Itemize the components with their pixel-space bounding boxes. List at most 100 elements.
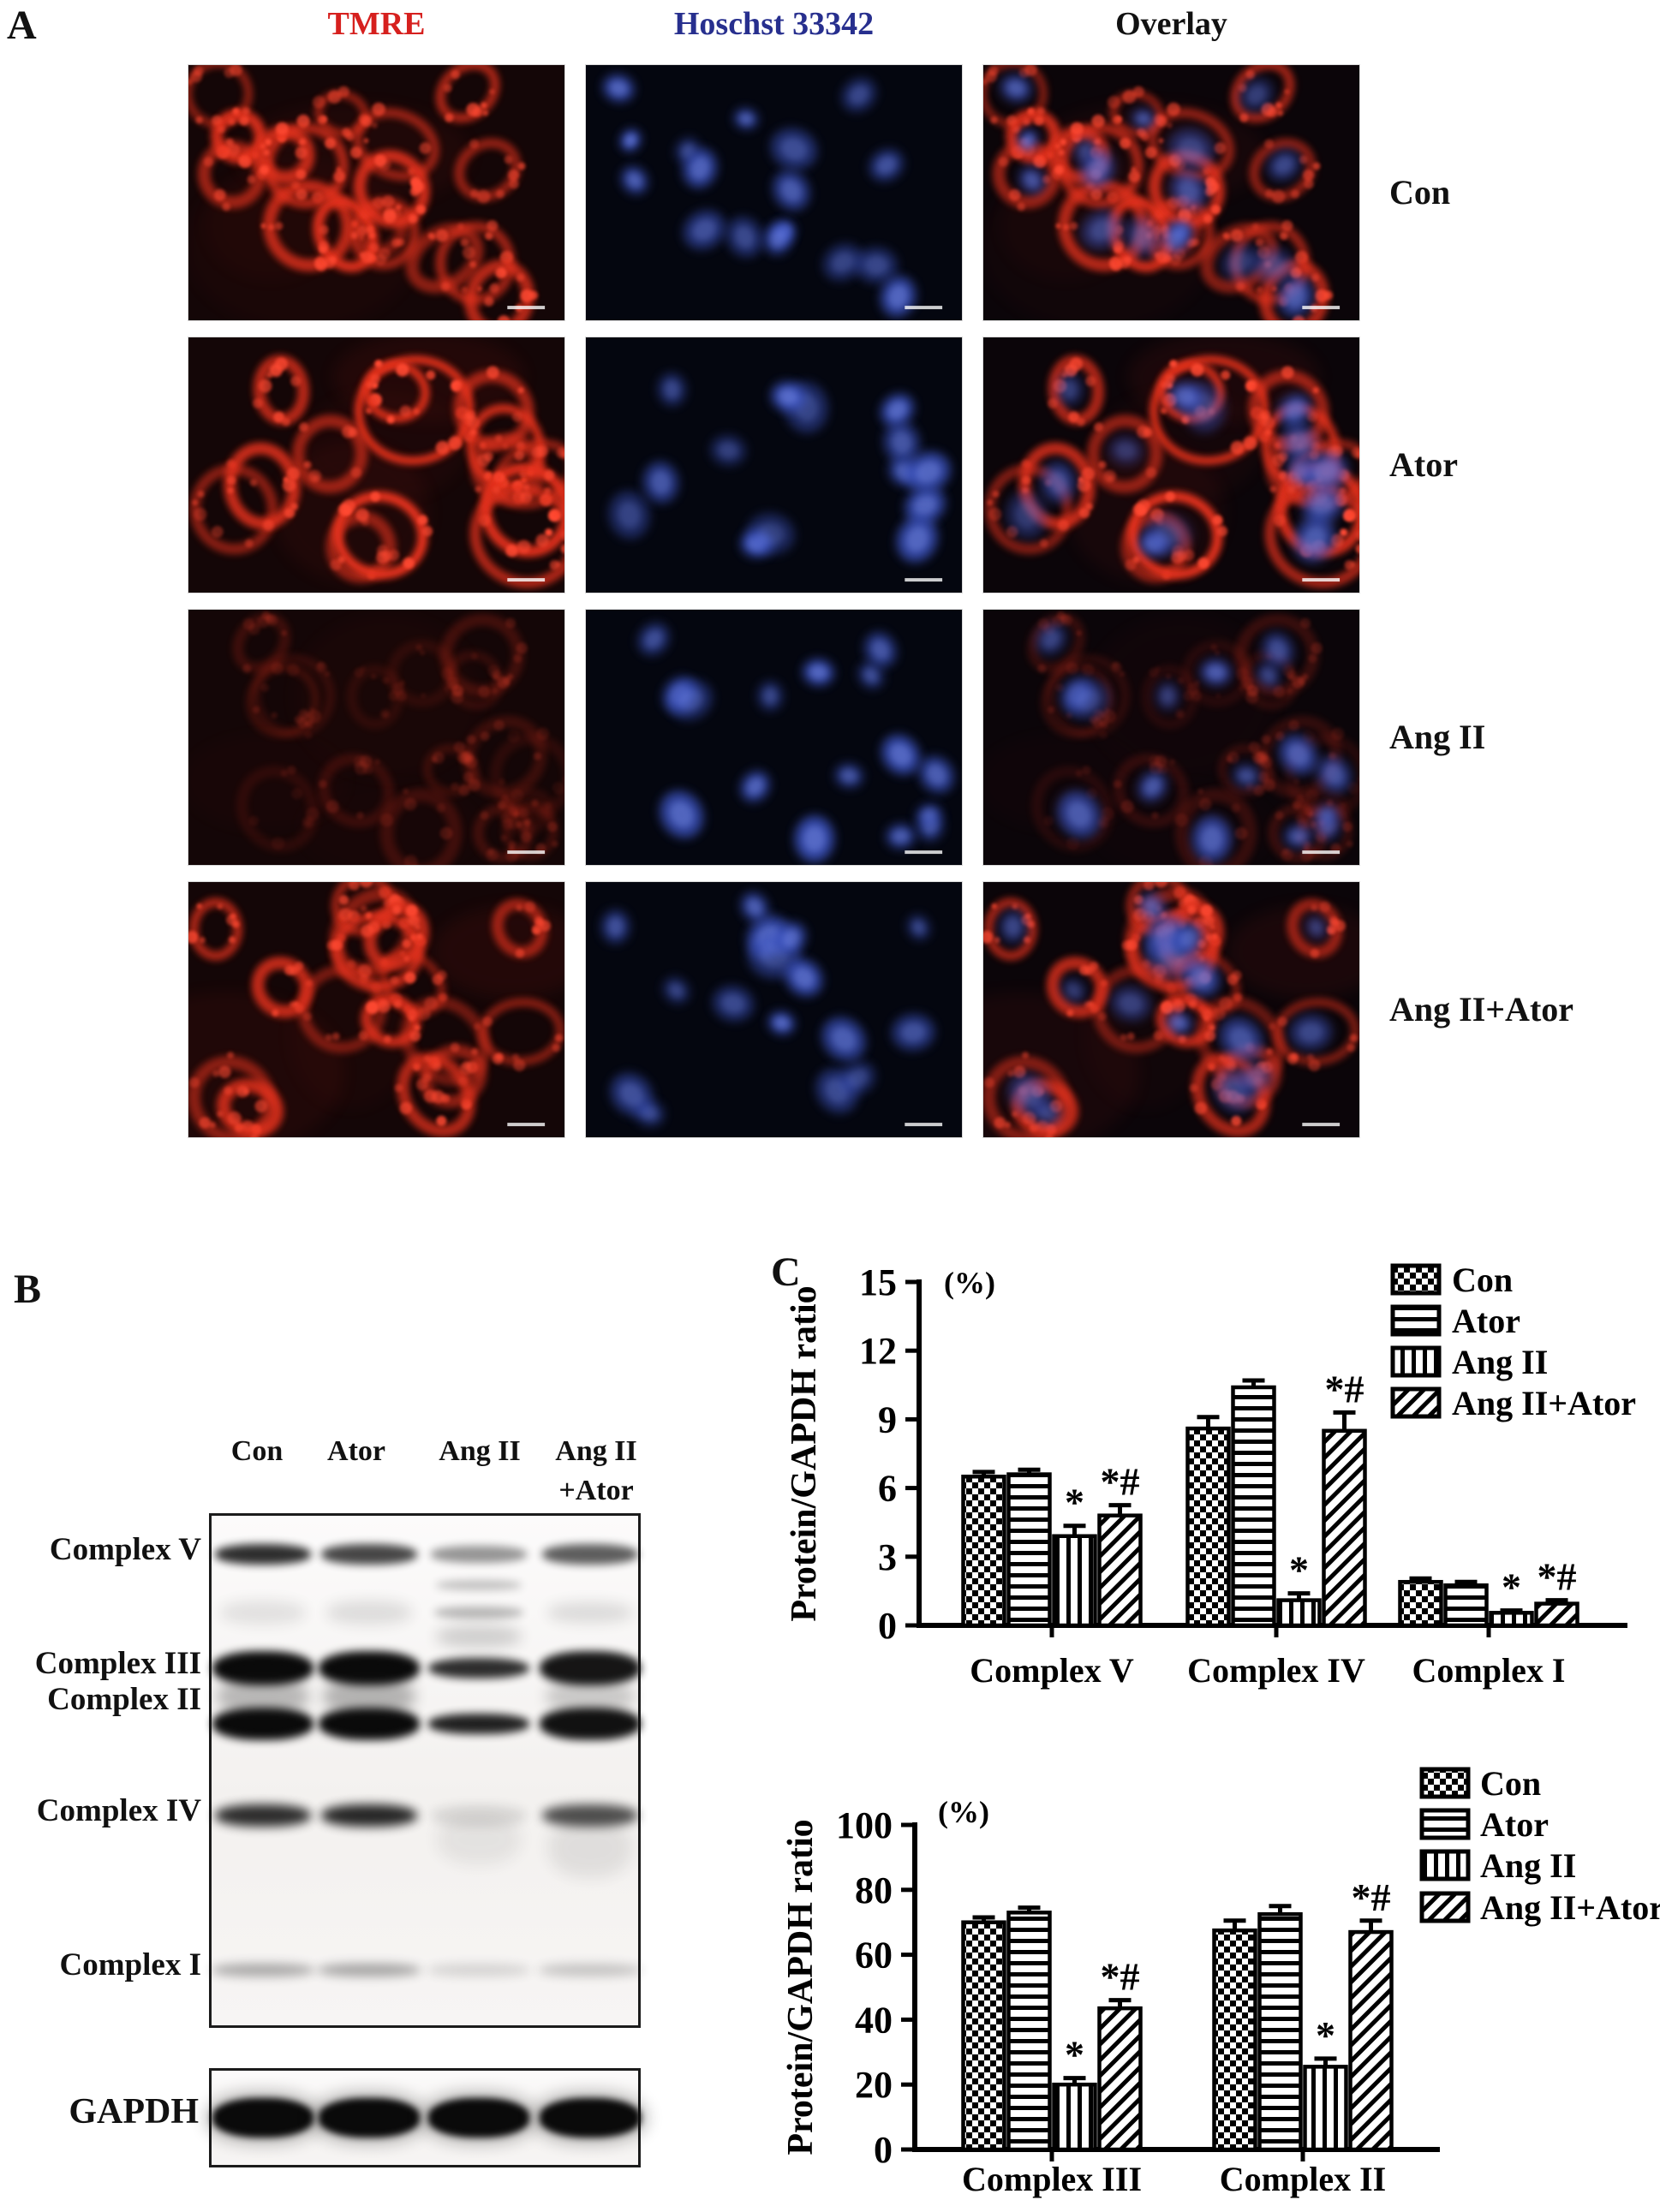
y-tick-label: 15 <box>859 1261 897 1303</box>
unit-label: (%) <box>944 1266 995 1300</box>
western-blot-gapdh <box>206 2068 648 2167</box>
tmre-micrograph <box>188 65 564 320</box>
gapdh-band <box>212 2098 313 2137</box>
protein-band <box>215 1804 311 1827</box>
protein-band <box>321 1804 417 1827</box>
significance-annotation: * <box>1065 1481 1084 1524</box>
column-header-hoechst: Hoschst 33342 <box>673 6 875 42</box>
legend-label: Ang II+Ator <box>1480 1888 1660 1927</box>
bar-chart: 0 20 40 60 80 100 (%) Protein/GAPDH ratio Comple… <box>781 1764 1660 2198</box>
protein-band <box>428 1657 529 1679</box>
significance-annotation: * <box>1502 1565 1521 1609</box>
lane-header: Con <box>230 1435 284 1467</box>
tmre-micrograph <box>188 337 564 593</box>
tmre-micrograph <box>188 882 564 1137</box>
bar-ator <box>1006 1911 1052 2152</box>
row-label: Con <box>1389 173 1451 212</box>
bar-ator <box>1231 1385 1276 1628</box>
hoechst-micrograph <box>586 610 962 865</box>
gapdh-label: GAPDH <box>69 2092 199 2132</box>
significance-annotation: * <box>1316 2013 1335 2057</box>
hoechst-micrograph <box>586 65 962 320</box>
bar-con <box>1212 1928 1257 2152</box>
overlay-micrograph <box>983 610 1359 865</box>
bar-con <box>1398 1579 1443 1628</box>
overlay-micrograph <box>983 337 1359 593</box>
y-tick-label: 0 <box>878 1605 897 1647</box>
protein-band <box>319 1708 420 1740</box>
y-axis-title: Protein/GAPDH ratio <box>781 1819 821 2155</box>
bar-chart-upper: 0 3 6 9 12 15 (%) Protein/GAPDH ratio Complex V *… <box>762 1225 1660 1717</box>
protein-band <box>540 1651 641 1685</box>
protein-band <box>542 1804 638 1827</box>
legend-label: Ator <box>1480 1805 1549 1844</box>
unit-label: (%) <box>938 1795 989 1829</box>
protein-band <box>436 1580 522 1590</box>
protein-band <box>212 1708 313 1740</box>
y-tick-label: 80 <box>855 1869 893 1911</box>
protein-band <box>539 1963 642 1976</box>
y-tick-label: 9 <box>878 1398 897 1440</box>
micrograph-hoechst-ator <box>585 337 963 593</box>
overlay-micrograph <box>983 882 1359 1137</box>
bar-ator <box>1443 1583 1489 1628</box>
legend-label: Ang II <box>1480 1846 1576 1885</box>
bar-chart-lower: 0 20 40 60 80 100 (%) Protein/GAPDH ratio Comple… <box>762 1713 1660 2212</box>
protein-band <box>215 1544 311 1565</box>
y-tick-label: 40 <box>855 1999 893 2041</box>
gapdh-band <box>540 2098 641 2137</box>
protein-band <box>323 1678 415 1715</box>
panel-c-label: C <box>771 1249 801 1295</box>
band-label: Complex V <box>49 1532 201 1567</box>
y-tick-label: 3 <box>878 1536 897 1578</box>
band-label: Complex III <box>34 1646 201 1681</box>
scale-bar <box>905 1123 943 1127</box>
protein-band <box>428 1714 529 1734</box>
scale-bar <box>507 850 546 855</box>
micrograph-tmre-ang-ii <box>188 609 565 866</box>
scale-bar <box>1302 850 1341 855</box>
legend-label: Con <box>1452 1261 1513 1299</box>
y-axis-title: Protein/GAPDH ratio <box>785 1285 824 1621</box>
protein-band <box>319 1651 420 1685</box>
micrograph-overlay-ang-ii-ator <box>982 881 1360 1138</box>
bar-ang-ii-ator <box>1348 1929 1394 2152</box>
protein-band <box>326 1601 412 1625</box>
protein-band <box>321 1544 417 1565</box>
legend-swatch-checker <box>1419 1767 1471 1799</box>
y-tick-label: 12 <box>859 1330 897 1372</box>
bar-con <box>961 1920 1006 2152</box>
category-label: Complex I <box>1412 1651 1566 1690</box>
micrograph-overlay-ang-ii <box>982 609 1360 866</box>
protein-band <box>220 1601 306 1625</box>
protein-band <box>217 1678 309 1715</box>
legend-label: Ang II <box>1452 1343 1548 1381</box>
y-tick-label: 60 <box>855 1935 893 1976</box>
legend-swatch-hlines <box>1390 1304 1442 1337</box>
category-label: Complex II <box>1220 2160 1386 2198</box>
scale-bar <box>1302 306 1341 310</box>
protein-band <box>431 1804 527 1827</box>
protein-band <box>318 1963 421 1976</box>
lane-header: Ang II <box>439 1435 521 1467</box>
micrograph-overlay-con <box>982 64 1360 321</box>
significance-annotation: *# <box>1352 1875 1391 1919</box>
legend-swatch-hlines <box>1419 1808 1471 1840</box>
bar-ang-ii-ator <box>1322 1428 1367 1628</box>
protein-band <box>542 1544 638 1565</box>
protein-band <box>437 1814 521 1865</box>
bar-ang-ii <box>1303 2065 1348 2152</box>
bar-chart: 0 3 6 9 12 15 (%) Protein/GAPDH ratio Complex V *… <box>785 1261 1636 1690</box>
gapdh-band <box>319 2098 420 2137</box>
scale-bar <box>905 306 943 310</box>
legend-swatch-vlines <box>1419 1849 1471 1881</box>
scale-bar <box>1302 1123 1341 1127</box>
micrograph-tmre-ator <box>188 337 565 593</box>
bar-con <box>961 1474 1006 1628</box>
gapdh-band-glow <box>533 2091 648 2144</box>
column-header-tmre: TMRE <box>327 6 426 42</box>
protein-band <box>436 1625 522 1648</box>
tmre-micrograph <box>188 610 564 865</box>
micrograph-hoechst-con <box>585 64 963 321</box>
